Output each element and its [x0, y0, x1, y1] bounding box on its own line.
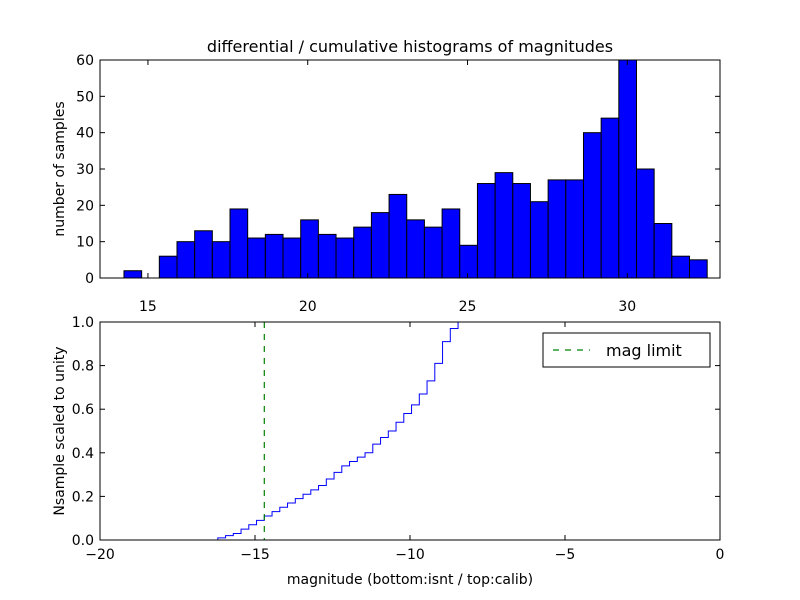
- histogram-bar: [653, 223, 673, 279]
- histogram-bar: [618, 59, 637, 279]
- histogram-bar: [512, 183, 531, 279]
- top-y-tick-label: 40: [76, 126, 94, 142]
- top-x-tick-label: 15: [139, 299, 157, 315]
- histogram-bar: [406, 219, 425, 279]
- histogram-bar: [671, 255, 691, 279]
- bottom-x-tick-label: −5: [555, 547, 576, 563]
- histogram-bar: [282, 237, 302, 279]
- top-x-tick-label: 30: [618, 299, 636, 315]
- top-subplot: differential / cumulative histograms of …: [52, 37, 721, 315]
- top-y-ticks: 0 10 20 30 40 50 60: [76, 53, 720, 287]
- top-y-tick-label: 50: [76, 89, 94, 105]
- histogram-bar: [547, 179, 567, 279]
- histogram-bar: [494, 172, 514, 279]
- histogram-bar: [476, 183, 496, 279]
- histogram-bar: [123, 270, 143, 279]
- bottom-y-tick-label: 0.2: [72, 489, 94, 505]
- bottom-y-tick-label: 0.4: [72, 446, 94, 462]
- histogram-bar: [300, 219, 319, 279]
- top-axes-frame: [99, 59, 721, 279]
- bottom-axes-frame: [99, 321, 721, 541]
- histogram-bar: [194, 230, 213, 279]
- histogram-bar: [689, 259, 708, 279]
- top-y-tick-label: 0: [85, 271, 94, 287]
- bottom-y-tick-label: 0.8: [72, 359, 94, 375]
- histogram-bar: [565, 179, 584, 279]
- top-y-tick-label: 20: [76, 198, 94, 214]
- top-y-tick-label: 60: [76, 53, 94, 69]
- bottom-y-tick-label: 1.0: [72, 315, 94, 331]
- bottom-y-tick-label: 0.0: [72, 533, 94, 549]
- histogram-bar: [176, 241, 196, 279]
- histogram-bar: [335, 237, 355, 279]
- top-y-tick-label: 10: [76, 235, 94, 251]
- histogram-bar: [317, 233, 337, 279]
- histogram-bar: [388, 193, 408, 279]
- histogram-bar: [459, 244, 478, 279]
- histogram-bar: [441, 208, 461, 279]
- histogram-bar: [529, 201, 549, 279]
- histogram-bar: [211, 241, 231, 279]
- top-x-ticks: 15 20 25 30: [139, 60, 636, 315]
- legend: mag limit: [542, 332, 711, 368]
- top-y-axis-label: number of samples: [52, 101, 68, 236]
- histogram-bar: [600, 117, 620, 279]
- top-y-tick-label: 30: [76, 162, 94, 178]
- legend-entry-mag-limit: mag limit: [606, 341, 682, 360]
- top-x-tick-label: 20: [299, 299, 317, 315]
- histogram-bar: [635, 168, 655, 279]
- bottom-x-tick-label: 0: [716, 547, 725, 563]
- cumulative-step-line: [100, 321, 720, 541]
- bottom-y-ticks: 0.0 0.2 0.4 0.6 0.8 1.0: [72, 315, 720, 549]
- histogram-bar: [582, 132, 602, 279]
- bottom-x-tick-label: −15: [240, 547, 270, 563]
- bottom-x-tick-label: −10: [395, 547, 425, 563]
- bottom-y-axis-label: Nsample scaled to unity: [52, 346, 68, 515]
- bottom-x-axis-label: magnitude (bottom:isnt / top:calib): [287, 572, 533, 588]
- histogram-bar: [158, 255, 178, 279]
- bottom-y-tick-label: 0.6: [72, 402, 94, 418]
- bottom-x-ticks: −20 −15 −10 −5 0: [85, 322, 724, 563]
- histogram-bar: [247, 237, 266, 279]
- histogram-bar: [423, 226, 443, 279]
- histogram-bar: [229, 208, 249, 279]
- top-x-tick-label: 25: [459, 299, 477, 315]
- histogram-bar: [264, 233, 284, 279]
- histogram-bar: [353, 226, 372, 279]
- histogram-bar: [370, 212, 390, 279]
- bottom-x-tick-label: −20: [85, 547, 115, 563]
- top-chart-title: differential / cumulative histograms of …: [207, 37, 613, 56]
- bottom-subplot: 0.0 0.2 0.4 0.6 0.8 1.0 −20 −15 −10 −5 0 magnitud…: [52, 315, 724, 588]
- top-bars: [123, 59, 708, 279]
